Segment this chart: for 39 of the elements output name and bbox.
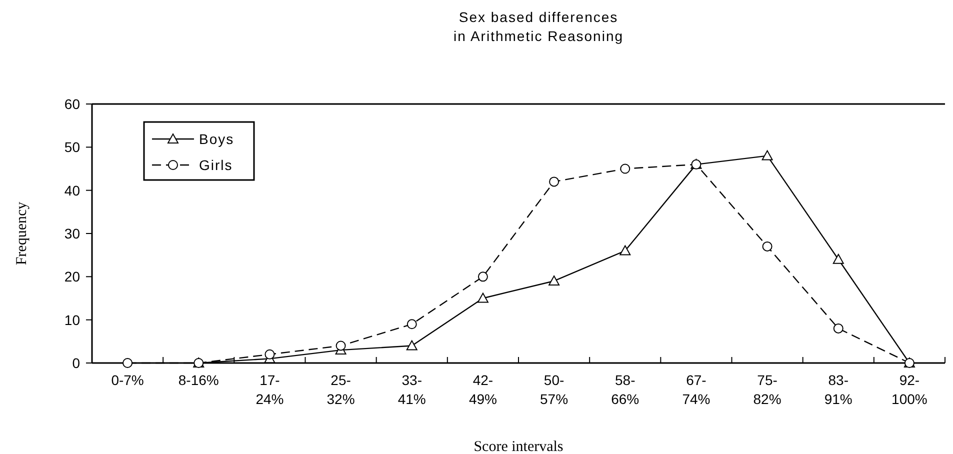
point — [620, 245, 631, 256]
point — [832, 254, 844, 264]
x-tick-label: 42- 49% — [468, 372, 497, 407]
x-tick-label: 25- 32% — [326, 372, 355, 407]
point — [478, 272, 488, 282]
point — [549, 176, 560, 187]
legend-label: Girls — [199, 157, 233, 173]
point — [406, 340, 418, 350]
chart-title: Sex based differences in Arithmetic Reasoning — [453, 9, 624, 44]
point — [548, 275, 560, 286]
y-axis-title: Frequency — [14, 201, 30, 266]
point — [406, 319, 417, 330]
x-tick-label: 33- 41% — [398, 372, 426, 407]
y-tick-label: 50 — [64, 139, 80, 156]
y-tick-label: 20 — [64, 268, 80, 285]
x-tick-label: 92- 100% — [892, 372, 928, 407]
y-tick-label: 60 — [64, 96, 80, 112]
legend-label: Boys — [199, 131, 234, 147]
y-tick-label: 10 — [64, 312, 80, 328]
point — [122, 358, 133, 368]
y-tick-label: 30 — [64, 226, 80, 242]
point — [477, 292, 488, 303]
x-tick-label: 50- 57% — [540, 372, 568, 407]
point — [833, 323, 844, 334]
x-tick-label: 67- 74% — [682, 372, 710, 407]
point — [620, 164, 630, 174]
x-tick-label: 58- 66% — [611, 372, 640, 407]
x-tick-label: 0-7% — [111, 372, 144, 388]
point — [762, 150, 773, 160]
x-tick-label: 17- 24% — [256, 372, 284, 407]
point — [264, 349, 275, 360]
point — [336, 340, 346, 351]
x-axis-title: Score intervals — [474, 439, 564, 454]
y-tick-label: 0 — [72, 355, 80, 371]
x-tick-label: 8-16% — [178, 372, 219, 388]
x-tick-label: 83- 91% — [824, 372, 852, 407]
y-tick-label: 40 — [64, 182, 80, 198]
x-tick-label: 75- 82% — [753, 372, 782, 407]
point — [762, 241, 772, 252]
